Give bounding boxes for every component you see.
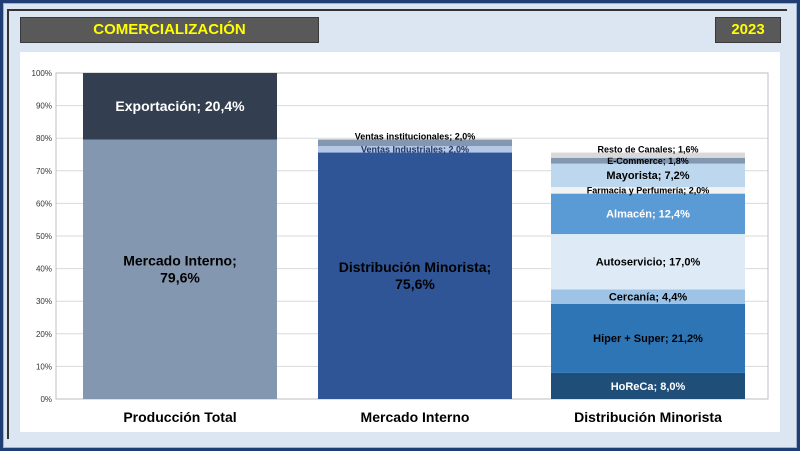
bar-segment (551, 193, 745, 235)
x-category-label: Mercado Interno (361, 409, 470, 425)
x-category-label: Producción Total (123, 409, 236, 425)
data-label: E-Commerce; 1,8% (607, 156, 689, 166)
data-label: Ventas institucionales; 2,0% (355, 132, 476, 142)
x-category-label: Distribución Minorista (574, 409, 722, 425)
data-label: Distribución Minorista; (339, 259, 491, 275)
bar-segment (551, 157, 745, 164)
y-tick-label: 50% (36, 232, 52, 241)
data-label: Mayorista; 7,2% (606, 170, 689, 182)
data-label: Exportación; 20,4% (115, 98, 245, 114)
y-tick-label: 80% (36, 134, 52, 143)
bar-segment (551, 289, 745, 304)
bar-segment (83, 73, 277, 140)
y-tick-label: 20% (36, 330, 52, 339)
data-label: HoReCa; 8,0% (611, 381, 686, 393)
year-badge: 2023 (715, 17, 781, 43)
data-label: 79,6% (160, 270, 200, 286)
y-tick-label: 70% (36, 167, 52, 176)
data-label: Ventas Industriales; 2,0% (361, 144, 469, 154)
y-tick-label: 10% (36, 362, 52, 371)
y-tick-label: 60% (36, 199, 52, 208)
bar-segment (318, 146, 512, 153)
inner-border (7, 9, 787, 439)
y-tick-label: 100% (32, 69, 52, 78)
bar-segment (318, 139, 512, 147)
y-tick-label: 90% (36, 102, 52, 111)
data-label: Cercanía; 4,4% (609, 291, 687, 303)
bar-segment (318, 152, 512, 399)
bar-segment (551, 372, 745, 399)
data-label: Resto de Canales; 1,6% (597, 145, 698, 155)
bar-segment (551, 152, 745, 158)
y-tick-label: 0% (40, 395, 52, 404)
data-label: Almacén; 12,4% (606, 209, 690, 221)
bar-segment (83, 139, 277, 399)
data-label: 75,6% (395, 276, 435, 292)
bar-segment (551, 303, 745, 373)
y-tick-label: 30% (36, 297, 52, 306)
data-label: Autoservicio; 17,0% (596, 257, 701, 269)
y-tick-label: 40% (36, 265, 52, 274)
data-label: Farmacia y Perfumería; 2,0% (587, 186, 710, 196)
bar-segment (551, 187, 745, 194)
data-label: Mercado Interno; (123, 253, 237, 269)
bar-segment (551, 163, 745, 188)
bar-segment (551, 234, 745, 290)
page-title: COMERCIALIZACIÓN (20, 17, 319, 43)
data-label: Hiper + Super; 21,2% (593, 333, 703, 345)
